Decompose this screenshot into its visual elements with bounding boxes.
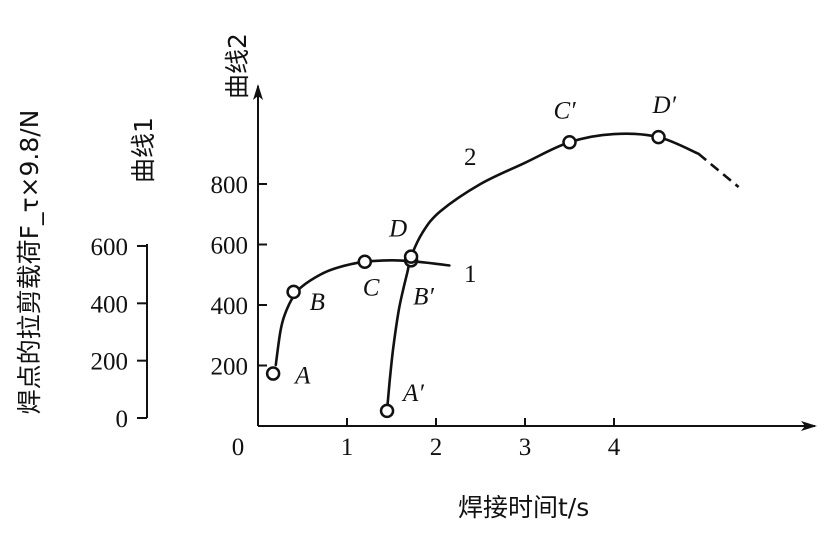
y1-tick-label: 200: [91, 349, 129, 376]
data-point-marker: [265, 366, 281, 381]
data-point-marker: [403, 249, 419, 264]
curves-layer: [274, 132, 740, 413]
curve2-axis-title: 曲线2: [223, 33, 252, 99]
y2-tick-label: 600: [211, 233, 249, 260]
curve2-number-label: 2: [464, 144, 477, 171]
x-tick-label: 2: [430, 434, 443, 461]
data-point-marker: [379, 403, 395, 419]
y2-tick-label: 200: [211, 354, 249, 381]
point-label: C: [363, 275, 380, 302]
x-tick-label: 0: [232, 434, 245, 461]
data-point-marker: [286, 284, 301, 300]
data-point-marker: [651, 129, 666, 145]
x-axis-title: 焊接时间t/s: [458, 493, 589, 522]
y1-tick-label: 0: [116, 406, 129, 433]
y2-tick-label: 800: [211, 172, 249, 199]
x-tick-label: 1: [341, 434, 354, 461]
points-layer: A B C D A′ B′ C′ D′: [265, 92, 677, 419]
point-label: A: [293, 363, 311, 390]
point-label: B′: [413, 284, 434, 311]
curve1-number-label: 1: [464, 261, 477, 288]
ticks-layer: 0 1 2 3 4 200 400 600 800 0 200 400 600: [91, 172, 621, 461]
point-label: D: [388, 215, 407, 242]
y2-tick-label: 400: [211, 293, 249, 320]
data-point-marker: [357, 254, 373, 269]
x-tick-label: 3: [519, 434, 532, 461]
x-tick-label: 4: [608, 434, 621, 461]
point-label: C′: [554, 97, 577, 124]
y1-tick-label: 400: [91, 291, 129, 318]
point-label: A′: [401, 380, 424, 407]
point-label: D′: [652, 92, 677, 119]
y1-tick-label: 600: [91, 234, 129, 261]
data-point-marker: [562, 135, 577, 150]
series-2-line: [385, 132, 700, 413]
point-label: B: [310, 289, 325, 316]
curve1-axis-title: 曲线1: [129, 117, 158, 183]
series-2-dashed-extension: [697, 152, 740, 189]
y-axis-title: 焊点的拉剪载荷F_τ×9.8/N: [15, 110, 44, 415]
